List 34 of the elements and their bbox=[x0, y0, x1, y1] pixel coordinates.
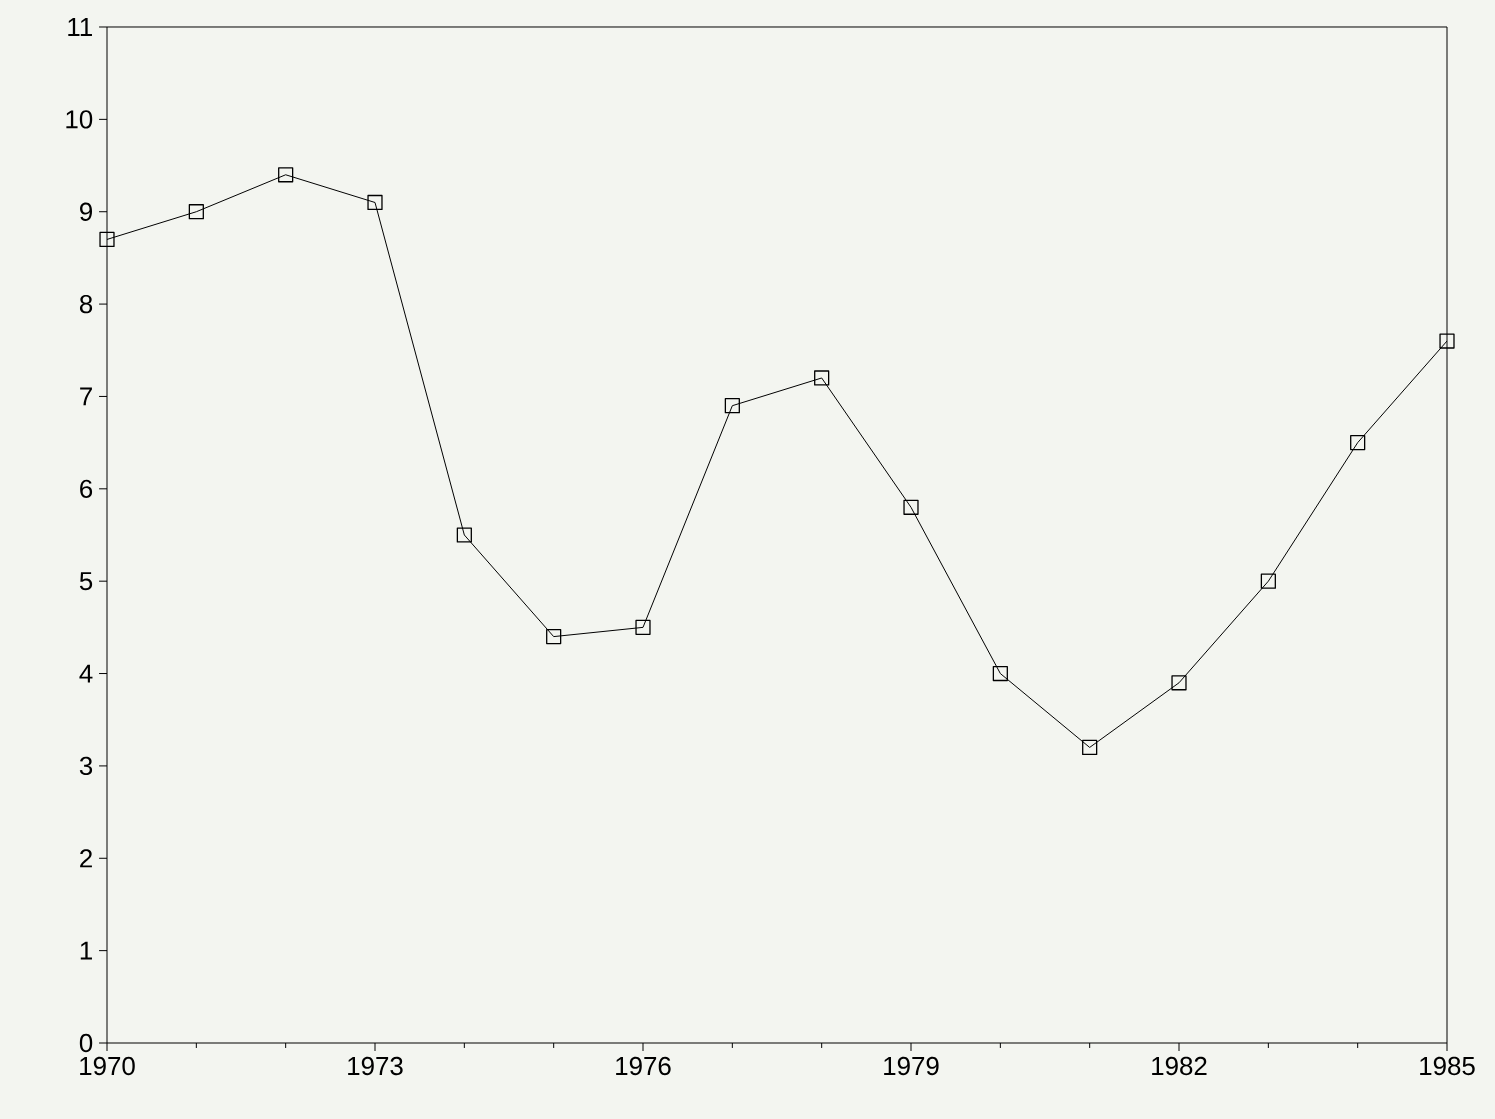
point bbox=[635, 619, 651, 635]
x-tick-label: 1979 bbox=[884, 1056, 939, 1076]
point bbox=[188, 204, 204, 220]
point bbox=[1350, 435, 1366, 451]
point bbox=[903, 499, 919, 515]
x-tick-label: 1982 bbox=[1152, 1056, 1207, 1076]
x-tick-label: 1970 bbox=[80, 1056, 135, 1076]
y-tick-label: 1 bbox=[80, 941, 92, 960]
point bbox=[992, 665, 1008, 682]
point bbox=[814, 370, 830, 386]
point bbox=[278, 167, 294, 183]
x-tick-label: 1973 bbox=[348, 1056, 403, 1076]
point bbox=[1082, 739, 1098, 756]
y-tick-label: 11 bbox=[68, 18, 92, 36]
point bbox=[99, 231, 115, 248]
y-tick-label: 7 bbox=[80, 387, 92, 406]
point bbox=[1260, 573, 1276, 589]
point bbox=[367, 194, 383, 211]
y-tick-label: 6 bbox=[80, 479, 93, 498]
point bbox=[1171, 675, 1187, 691]
y-tick-label: 0 bbox=[79, 1033, 93, 1053]
point bbox=[456, 527, 472, 543]
point bbox=[1439, 333, 1455, 349]
point bbox=[724, 398, 740, 414]
y-tick-label: 9 bbox=[80, 202, 93, 221]
y-tick-label: 5 bbox=[79, 572, 93, 591]
y-tick-label: 8 bbox=[79, 294, 93, 314]
y-tick-label: 10 bbox=[66, 110, 93, 129]
x-tick-label: 1985 bbox=[1420, 1056, 1475, 1076]
point bbox=[546, 628, 562, 645]
y-tick-label: 2 bbox=[80, 849, 92, 868]
y-tick-label: 4 bbox=[79, 664, 93, 683]
y-tick-label: 3 bbox=[79, 756, 93, 776]
x-tick-label: 1976 bbox=[616, 1056, 671, 1076]
